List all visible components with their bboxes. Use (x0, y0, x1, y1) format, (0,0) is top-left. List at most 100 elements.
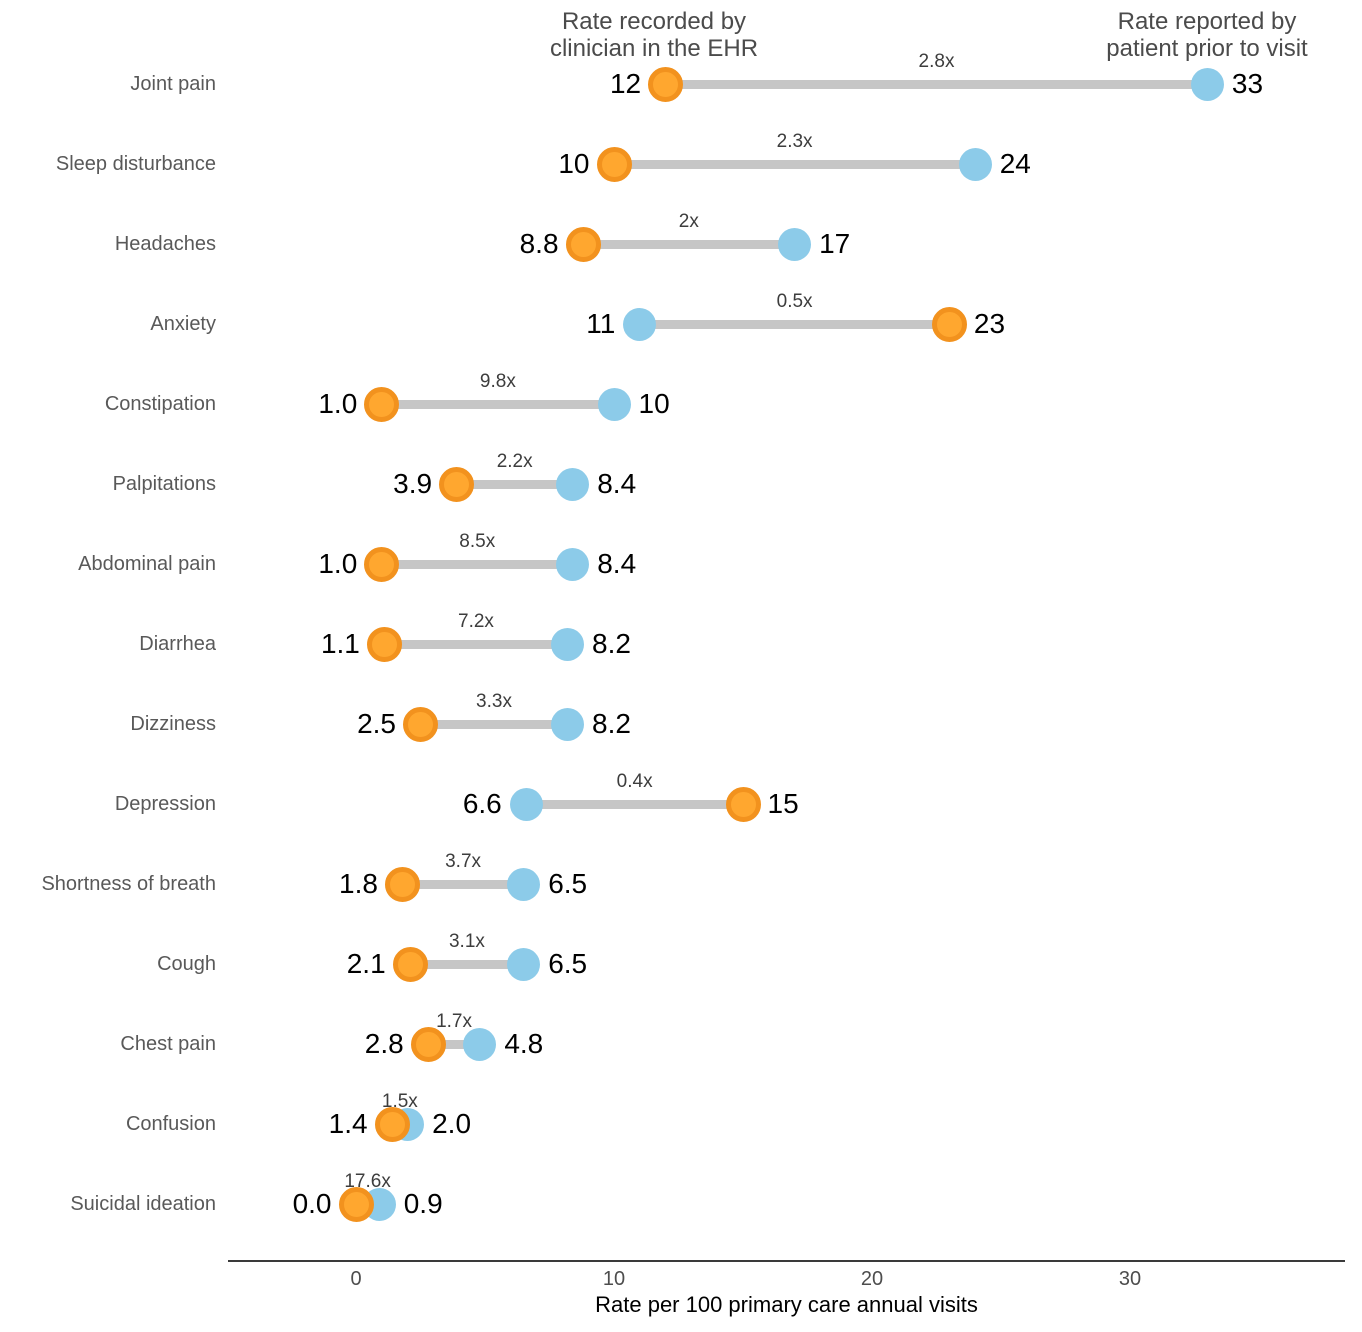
x-axis-title: Rate per 100 primary care annual visits (595, 1292, 978, 1317)
left-value-label: 10 (558, 148, 590, 179)
category-label: Chest pain (120, 1033, 216, 1055)
category-label: Diarrhea (139, 633, 216, 655)
category-label: Sleep disturbance (55, 153, 216, 175)
ratio-label: 0.4x (616, 771, 653, 792)
category-label: Dizziness (130, 713, 216, 735)
right-value-label: 17 (819, 228, 851, 259)
category-label: Constipation (104, 393, 216, 415)
category-label: Cough (157, 953, 216, 975)
x-axis-tick-label: 0 (350, 1268, 362, 1290)
left-value-label: 12 (609, 68, 642, 99)
connector-line (420, 719, 568, 729)
ratio-label: 8.5x (459, 531, 496, 552)
patient-dot (1190, 67, 1224, 101)
category-label: Shortness of breath (41, 873, 216, 895)
category-label: Palpitations (112, 473, 216, 495)
patient-dot (551, 707, 585, 741)
connector-line (583, 239, 795, 249)
patient-dot (507, 867, 541, 901)
ratio-label: 3.1x (448, 931, 485, 952)
clinician-dot (384, 866, 420, 902)
connector-line (456, 479, 573, 489)
left-value-label: 0.0 (292, 1188, 332, 1219)
ratio-label: 1.7x (436, 1011, 472, 1032)
category-label: Suicidal ideation (70, 1193, 216, 1215)
category-label: Joint pain (130, 73, 216, 95)
patient-dot (463, 1027, 497, 1061)
right-value-label: 24 (999, 148, 1031, 179)
patient-dot (556, 467, 590, 501)
right-value-label: 6.5 (548, 868, 588, 899)
clinician-dot (439, 466, 475, 502)
connector-line (526, 799, 743, 809)
connector-line (410, 959, 524, 969)
patient-dot (556, 547, 590, 581)
x-axis-tick-label: 30 (1118, 1268, 1142, 1290)
clinician-dot (364, 546, 400, 582)
left-value-label: 1.4 (328, 1108, 368, 1139)
connector-line (665, 79, 1208, 89)
category-label: Confusion (125, 1113, 216, 1135)
right-value-label: 4.8 (504, 1028, 544, 1059)
right-value-label: 2.0 (432, 1108, 472, 1139)
clinician-dot (725, 786, 761, 822)
right-value-label: 23 (973, 308, 1006, 339)
connector-line (614, 159, 976, 169)
patient-dot (597, 387, 631, 421)
clinician-dot (565, 226, 601, 262)
patient-dot (623, 307, 657, 341)
clinician-dot (596, 146, 632, 182)
patient-header-line1: Rate reported by (1117, 8, 1297, 35)
right-value-label: 8.4 (597, 548, 637, 579)
clinician-dot (374, 1106, 410, 1142)
clinician-dot (392, 946, 428, 982)
right-value-label: 33 (1231, 68, 1264, 99)
clinician-dot (403, 706, 438, 742)
right-value-label: 15 (767, 788, 799, 819)
ratio-label: 1.5x (381, 1091, 418, 1112)
ratio-label: 2.2x (496, 451, 533, 472)
category-label: Abdominal pain (78, 553, 216, 575)
ratio-label: 7.2x (458, 611, 494, 632)
x-axis-tick-label: 20 (860, 1268, 884, 1290)
left-value-label: 1.8 (339, 868, 378, 899)
clinician-header-line2: clinician in the EHR (549, 35, 759, 62)
left-value-label: 11 (586, 308, 616, 339)
connector-line (384, 639, 568, 649)
left-value-label: 2.1 (346, 948, 386, 979)
ratio-label: 2.3x (776, 131, 813, 152)
clinician-dot (364, 386, 400, 422)
left-value-label: 2.8 (364, 1028, 404, 1059)
patient-header: Rate reported by patient prior to visit (997, 8, 1362, 62)
connector-line (639, 319, 950, 329)
category-label: Depression (114, 793, 216, 815)
ratio-label: 3.3x (476, 691, 512, 712)
clinician-header-line1: Rate recorded by (561, 8, 747, 35)
clinician-dot (366, 626, 402, 662)
category-label: Anxiety (150, 313, 216, 335)
left-value-label: 1.0 (318, 388, 358, 419)
left-value-label: 1.1 (320, 628, 360, 659)
left-value-label: 6.6 (462, 788, 502, 819)
right-value-label: 6.5 (548, 948, 588, 979)
ratio-label: 17.6x (344, 1171, 391, 1192)
clinician-dot (931, 306, 967, 342)
x-axis-line (228, 1260, 1345, 1262)
clinician-dot (410, 1026, 446, 1062)
right-value-label: 8.2 (592, 708, 631, 739)
left-value-label: 8.8 (519, 228, 559, 259)
right-value-label: 0.9 (403, 1188, 443, 1219)
clinician-dot (338, 1186, 374, 1222)
ratio-label: 0.5x (776, 291, 813, 312)
category-label: Headaches (114, 233, 216, 255)
connector-line (428, 1039, 480, 1049)
patient-dot (778, 227, 812, 261)
ratio-label: 9.8x (479, 371, 516, 392)
left-value-label: 3.9 (393, 468, 433, 499)
patient-dot (507, 947, 541, 981)
ratio-label: 3.7x (445, 851, 482, 872)
connector-line (381, 559, 573, 569)
patient-dot (551, 627, 585, 661)
patient-dot (958, 147, 992, 181)
